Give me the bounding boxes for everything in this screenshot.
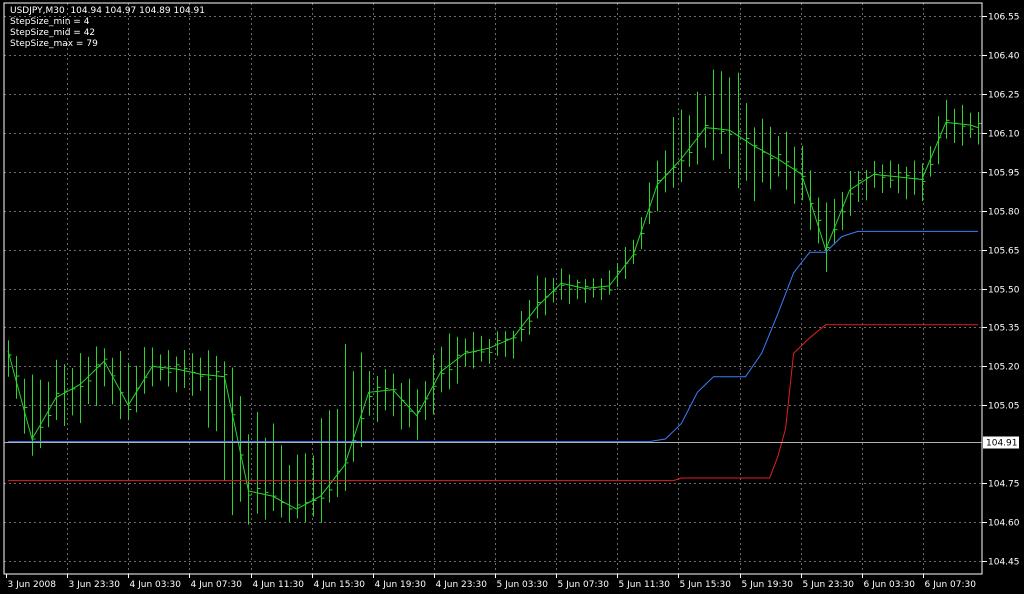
price-line: [7, 121, 979, 510]
grid-lines: [4, 3, 982, 574]
y-tick-label: 106.40: [988, 52, 1020, 62]
x-tick-label: 5 Jun 19:30: [742, 580, 794, 590]
x-tick-label: 3 Jun 23:30: [69, 580, 121, 590]
x-tick-label: 5 Jun 03:30: [497, 580, 549, 590]
indicator-param-mid: StepSize_mid = 42: [10, 28, 96, 38]
x-tick-label: 6 Jun 07:30: [925, 580, 977, 590]
y-tick-label: 104.75: [988, 480, 1020, 490]
x-tick-label: 4 Jun 07:30: [191, 580, 243, 590]
x-tick-label: 4 Jun 23:30: [436, 580, 488, 590]
y-tick-label: 104.45: [988, 558, 1020, 568]
y-tick-label: 105.80: [988, 208, 1020, 218]
x-tick-label: 4 Jun 03:30: [130, 580, 182, 590]
y-tick-label: 104.60: [988, 519, 1020, 529]
y-tick-label: 105.50: [988, 286, 1020, 296]
x-tick-label: 5 Jun 15:30: [680, 580, 732, 590]
y-tick-label: 106.10: [988, 130, 1020, 140]
y-tick-label: 106.25: [988, 91, 1020, 101]
x-tick-label: 6 Jun 03:30: [864, 580, 916, 590]
y-tick-label: 105.95: [988, 169, 1020, 179]
y-tick-label: 105.65: [988, 247, 1020, 257]
current-price-label: 104.91: [986, 439, 1018, 449]
indicator-param-max: StepSize_max = 79: [10, 39, 98, 49]
x-tick-label: 3 Jun 2008: [8, 580, 57, 590]
x-tick-label: 4 Jun 19:30: [375, 580, 427, 590]
x-tick-label: 5 Jun 07:30: [558, 580, 610, 590]
series-layer: [7, 69, 982, 525]
symbol-label: USDJPY,M30: [10, 6, 65, 16]
ohlc-values: 104.94 104.97 104.89 104.91: [70, 6, 205, 16]
symbol-header: USDJPY,M30 104.94 104.97 104.89 104.91: [10, 6, 205, 16]
y-tick-label: 106.55: [988, 13, 1020, 23]
y-tick-label: 105.05: [988, 402, 1020, 412]
x-tick-label: 4 Jun 11:30: [253, 580, 305, 590]
y-tick-label: 105.35: [988, 324, 1020, 334]
axes: 106.55 106.40 106.25 106.10 105.95 105.80 105.…: [3, 2, 1020, 590]
step_max-line: [8, 324, 978, 482]
current-price-badge: [983, 436, 1019, 449]
y-tick-label: 105.20: [988, 363, 1020, 373]
x-tick-label: 5 Jun 23:30: [803, 580, 855, 590]
x-tick-label: 5 Jun 11:30: [619, 580, 671, 590]
plot-border: [3, 2, 983, 575]
x-tick-label: 4 Jun 15:30: [314, 580, 366, 590]
step_mid-line: [8, 230, 978, 443]
indicator-param-min: StepSize_min = 4: [10, 17, 90, 27]
